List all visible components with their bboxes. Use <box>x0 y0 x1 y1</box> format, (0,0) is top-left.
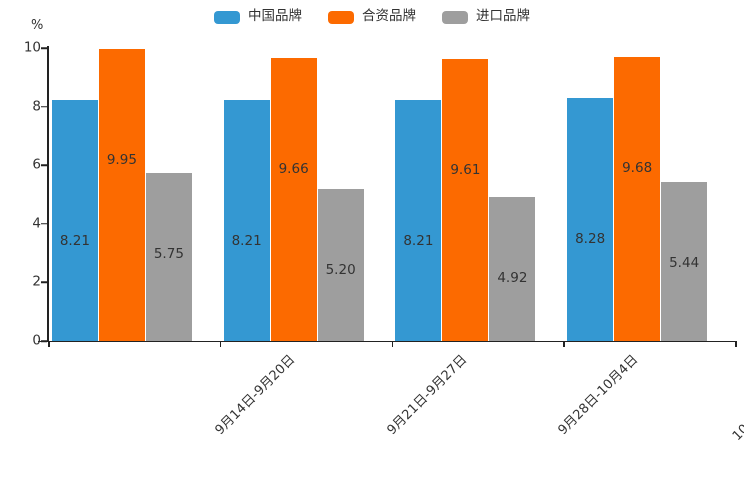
y-axis-tick-label: 4 <box>32 215 41 232</box>
y-axis-tick-mark <box>41 340 47 342</box>
y-axis-line <box>47 46 49 342</box>
y-axis-tick-mark <box>41 47 47 49</box>
bar-value-label: 9.95 <box>106 152 137 169</box>
bar[interactable]: 4.92 <box>489 196 536 341</box>
bar-value-label: 8.21 <box>403 233 434 250</box>
bar-value-label: 5.44 <box>669 254 700 271</box>
bar[interactable]: 8.21 <box>395 100 442 341</box>
bar-value-label: 5.20 <box>325 261 356 278</box>
y-axis-tick-label: 0 <box>32 332 41 349</box>
legend-swatch-icon <box>214 10 240 24</box>
bar-value-label: 8.21 <box>231 233 262 250</box>
bar-value-label: 4.92 <box>497 269 528 286</box>
bar[interactable]: 9.61 <box>442 59 489 341</box>
y-axis-tick-label: 6 <box>32 156 41 173</box>
legend-item-label: 进口品牌 <box>476 8 530 25</box>
y-axis-tick-mark <box>41 223 47 225</box>
bar-value-label: 9.68 <box>622 160 653 177</box>
x-axis-category-label: 10月5日-10月11日 <box>729 352 744 444</box>
bar-value-label: 9.61 <box>450 162 481 179</box>
y-axis-tick-mark <box>41 164 47 166</box>
x-axis-category-label: 9月21日-9月27日 <box>384 352 470 439</box>
bar[interactable]: 5.44 <box>661 181 708 341</box>
bar[interactable]: 9.66 <box>270 57 317 341</box>
x-axis-tick-mark <box>563 341 565 347</box>
x-axis-tick-mark <box>219 341 222 347</box>
y-axis-tick-label: 2 <box>32 273 41 290</box>
bar[interactable]: 5.20 <box>317 188 364 341</box>
legend-item[interactable]: 进口品牌 <box>442 10 530 24</box>
y-axis-tick-mark <box>41 281 47 284</box>
legend-item-label: 中国品牌 <box>248 8 302 25</box>
bar-value-label: 8.21 <box>59 233 90 250</box>
legend-item[interactable]: 合资品牌 <box>328 10 416 24</box>
y-axis-tick-mark <box>41 105 47 108</box>
legend-item[interactable]: 中国品牌 <box>214 10 302 24</box>
x-axis-tick-mark <box>48 341 50 347</box>
y-axis-tick-label: 10 <box>23 39 41 56</box>
bar[interactable]: 8.21 <box>223 100 270 341</box>
bar[interactable]: 8.28 <box>567 98 614 341</box>
x-axis-category-label: 9月14日-9月20日 <box>212 352 299 439</box>
legend-swatch-icon <box>442 10 468 24</box>
legend-item-label: 合资品牌 <box>362 8 416 25</box>
y-axis-tick-label: 8 <box>32 97 41 114</box>
chart-legend: 中国品牌 合资品牌 进口品牌 <box>0 6 744 28</box>
x-axis-tick-mark <box>391 341 393 347</box>
x-axis-category-label: 9月28日-10月4日 <box>555 352 642 439</box>
bar-value-label: 5.75 <box>153 245 184 262</box>
y-axis-ticks: 0 2 4 6 8 10 <box>0 0 47 496</box>
y-axis-unit-label: % <box>31 18 44 33</box>
plot-area: 8.21 9.95 5.75 8.21 9.66 5.20 8.21 9.61 4.92 8.28… <box>48 48 735 341</box>
x-axis-tick-mark <box>735 341 737 347</box>
bar-value-label: 8.28 <box>575 231 606 248</box>
bar-value-label: 9.66 <box>278 160 309 177</box>
x-axis-line <box>38 340 736 342</box>
bar[interactable]: 9.68 <box>614 57 661 341</box>
bar[interactable]: 5.75 <box>145 172 192 341</box>
bar[interactable]: 8.21 <box>51 100 98 341</box>
legend-swatch-icon <box>328 10 354 24</box>
bar[interactable]: 9.95 <box>98 49 145 341</box>
